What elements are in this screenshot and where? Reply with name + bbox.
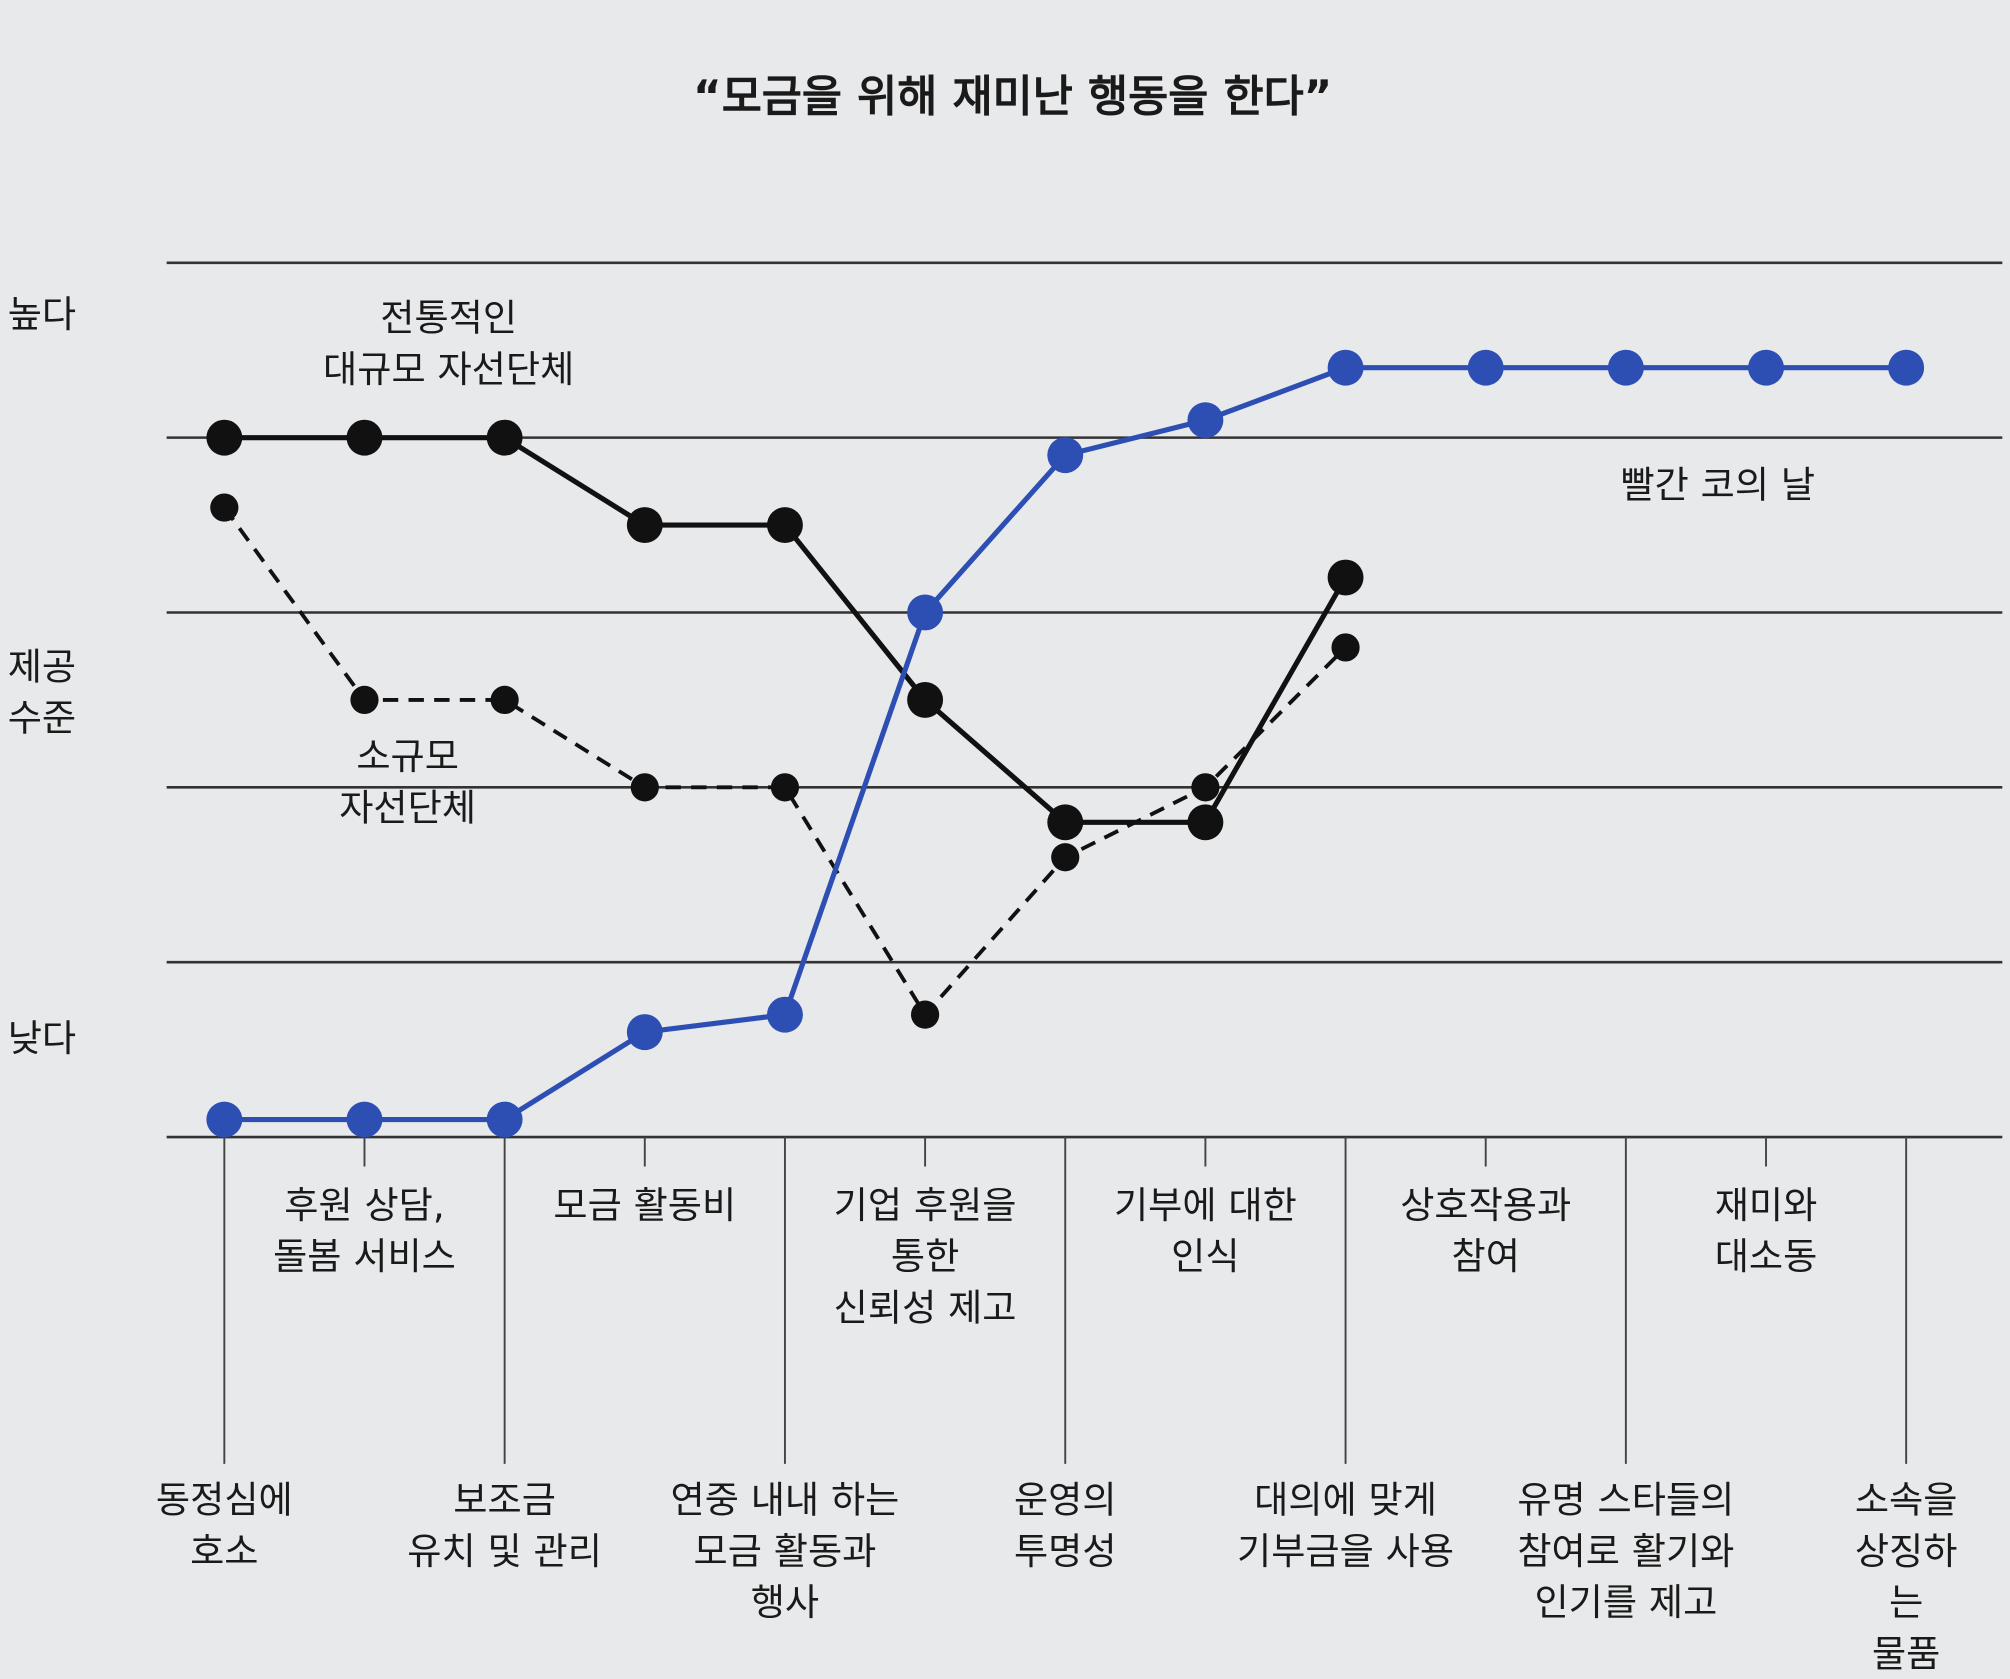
x-category-label: 기부에 대한 인식 [1113,1183,1297,1279]
x-category-label: 소속을 상징하는 물품 [1854,1478,1958,1676]
data-point [1047,437,1084,474]
data-point [1187,804,1224,841]
data-point [350,685,379,715]
data-point [486,419,523,456]
series-label: 빨간 코의 날 [1620,462,1816,507]
series-label: 소규모 자선단체 [339,734,477,830]
data-point [210,493,239,522]
data-point [766,507,803,544]
data-point [770,773,800,802]
data-point [346,419,383,456]
x-category-label: 유명 스타들의 참여로 활기와 인기를 제고 [1517,1478,1735,1625]
data-point [1748,349,1784,386]
x-category-label: 후원 상담, 돌봄 서비스 [273,1183,456,1279]
data-point [1327,559,1364,596]
data-point [626,507,663,544]
x-category-label: 상호작용과 참여 [1400,1183,1572,1279]
x-category-label: 운영의 투명성 [1013,1478,1117,1573]
data-point [1191,773,1220,802]
data-point [907,681,944,718]
data-point [907,594,944,631]
data-point [490,685,519,715]
data-point [346,1101,383,1138]
data-point [1187,402,1224,439]
data-point [206,1101,243,1138]
data-point [910,1000,940,1029]
data-point [766,996,803,1033]
data-point [630,773,659,802]
x-category-label: 기업 후원을 통한 신뢰성 제고 [833,1183,1017,1330]
data-point [1047,804,1084,841]
series-line [222,506,1347,1018]
data-point [1327,349,1364,386]
data-point [1467,349,1504,386]
data-point [206,419,243,456]
data-point [486,1101,523,1138]
data-point [1331,633,1360,662]
x-category-label: 재미와 대소동 [1714,1183,1818,1279]
x-category-label: 동정심에 호소 [155,1478,293,1573]
data-point [1888,349,1925,386]
chart-title: “모금을 위해 재미난 행동을 한다” [693,71,1333,124]
x-category-label: 연중 내내 하는 모금 활동과 행사 [670,1478,900,1625]
x-category-label: 대의에 맞게 기부금을 사용 [1237,1478,1455,1573]
y-axis-label: 낮다 [7,1016,77,1061]
series-label: 전통적인 대규모 자선단체 [323,296,575,391]
x-category-label: 모금 활동비 [553,1183,737,1227]
y-axis-label: 높다 [7,292,77,336]
x-category-label: 보조금 유치 및 관리 [407,1478,602,1573]
y-axis-label: 제공 수준 [7,644,77,740]
data-point [1051,843,1080,872]
data-point [1607,349,1644,386]
data-point [626,1014,663,1051]
